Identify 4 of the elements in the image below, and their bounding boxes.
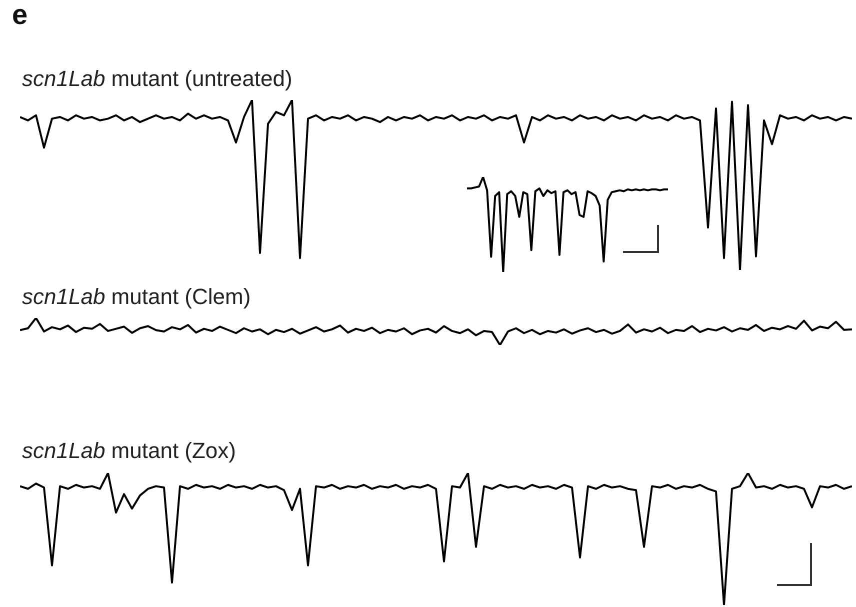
chart-title: scn1Lab mutant (untreated) <box>22 66 292 92</box>
chart-title: scn1Lab mutant (Clem) <box>22 284 251 310</box>
chart-title: scn1Lab mutant (Zox) <box>22 438 236 464</box>
text: e <box>12 0 28 30</box>
